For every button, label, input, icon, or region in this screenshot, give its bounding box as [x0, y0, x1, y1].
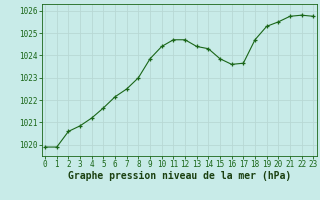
X-axis label: Graphe pression niveau de la mer (hPa): Graphe pression niveau de la mer (hPa): [68, 171, 291, 181]
